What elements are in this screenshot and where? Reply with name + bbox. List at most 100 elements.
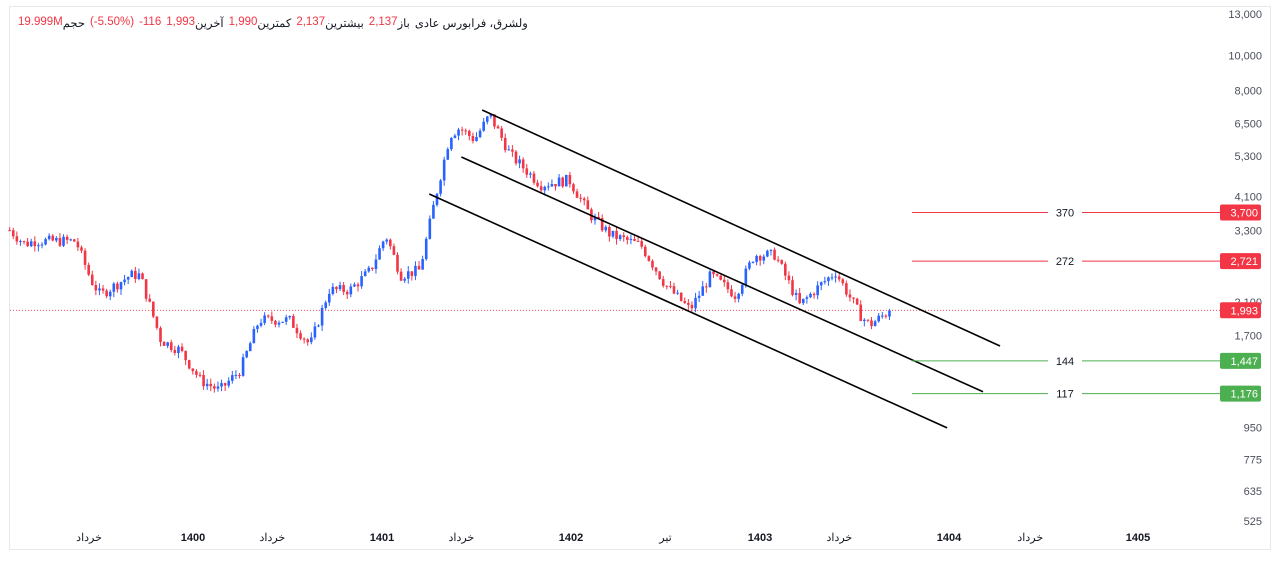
candle-body <box>715 274 719 276</box>
candle-body <box>342 285 345 292</box>
candle-body <box>643 246 647 257</box>
candle-body <box>758 256 762 261</box>
candle-body <box>216 386 220 389</box>
candle-body <box>345 291 349 295</box>
candle-body <box>134 270 137 279</box>
low-label: کمترین <box>257 18 292 30</box>
candle-body <box>399 271 403 281</box>
x-axis-tick-label: 1402 <box>559 532 583 544</box>
candle-body <box>622 235 626 238</box>
price-tag-resistance <box>1220 253 1261 270</box>
candle-body <box>780 260 784 264</box>
candle-body <box>618 235 622 240</box>
candle-body <box>888 310 891 317</box>
candle-body <box>137 273 141 279</box>
candle-body <box>29 241 33 247</box>
candle-body <box>195 371 198 375</box>
candle-body <box>855 298 859 305</box>
candle-body <box>751 261 755 263</box>
candle-body <box>582 198 586 201</box>
price-tag-label: 2,721 <box>1230 256 1258 268</box>
candle-body <box>65 236 69 240</box>
ohlc-legend: 19.999M حجم (-5.50%) -116 1,993 آخرین 1,… <box>18 16 528 30</box>
y-axis-tick-label: 5,300 <box>1234 151 1262 163</box>
high-value: 2,137 <box>296 16 326 28</box>
channel-line-lower <box>428 193 948 429</box>
candle-body <box>676 292 679 294</box>
y-axis-tick-label: 6,500 <box>1234 119 1262 131</box>
price-tag-support <box>1220 352 1261 369</box>
candle-body <box>852 297 855 299</box>
candle-body <box>69 239 73 241</box>
candle-body <box>205 383 209 387</box>
candle-body <box>600 218 604 231</box>
x-axis-tick-label: تیر <box>658 532 671 544</box>
candle-body <box>213 386 216 389</box>
candle-body <box>202 375 205 387</box>
candle-body <box>457 129 460 136</box>
candle-body <box>223 383 227 386</box>
candle-body <box>543 186 547 191</box>
candle-body <box>848 294 852 298</box>
x-axis-tick-label: خرداد <box>827 532 853 544</box>
candle-body <box>108 291 112 297</box>
candle-body <box>794 293 798 295</box>
candle-body <box>471 135 475 142</box>
candle-body <box>773 249 776 260</box>
volume-label: حجم <box>62 18 85 30</box>
candle-body <box>608 226 611 237</box>
candle-body <box>58 238 62 246</box>
x-axis-tick-label: 1405 <box>1126 532 1150 544</box>
candle-body <box>665 285 669 287</box>
candle-body <box>410 271 414 276</box>
candle-body <box>238 374 241 376</box>
candle-body <box>446 149 450 160</box>
candle-body <box>877 315 880 322</box>
candle-body <box>468 130 471 136</box>
candle-body <box>485 116 489 122</box>
change-pct: (-5.50%) <box>89 16 135 28</box>
candle-body <box>169 342 173 350</box>
x-axis-tick-label: خرداد <box>76 532 102 544</box>
candle-body <box>669 286 672 288</box>
candle-body <box>378 248 381 260</box>
y-axis-tick-label: 3,300 <box>1234 226 1262 238</box>
last-price-tag-label: 1,993 <box>1230 305 1258 317</box>
candle-body <box>191 368 195 372</box>
candle-body <box>837 276 841 280</box>
candle-body <box>863 319 866 322</box>
candle-body <box>730 289 733 297</box>
candle-body <box>687 302 690 305</box>
candle-body <box>306 339 310 343</box>
candle-body <box>26 241 29 247</box>
candle-body <box>482 121 485 131</box>
candle-body <box>112 283 116 292</box>
candle-body <box>11 230 15 237</box>
candle-body <box>661 279 665 286</box>
change-value: -116 <box>139 16 162 28</box>
candle-body <box>809 293 812 298</box>
candle-body <box>460 129 464 131</box>
candle-body <box>740 284 744 294</box>
candle-body <box>493 114 496 127</box>
candle-body <box>841 279 845 284</box>
x-axis-tick-label: 1403 <box>748 532 772 544</box>
candle-body <box>15 236 19 242</box>
candle-body <box>658 271 661 280</box>
candle-body <box>406 271 410 279</box>
candle-body <box>248 343 252 352</box>
candle-body <box>231 375 234 381</box>
level-label: 370 <box>1056 208 1074 220</box>
x-axis-tick-label: خرداد <box>260 532 286 544</box>
candle-body <box>801 298 805 304</box>
candle-body <box>424 238 428 260</box>
x-axis-tick-label: 1401 <box>370 532 394 544</box>
candle-body <box>672 286 676 294</box>
candle-body <box>884 315 888 317</box>
candle-body <box>40 244 44 246</box>
candle-body <box>805 297 809 299</box>
candle-body <box>787 275 791 281</box>
candle-body <box>712 271 715 275</box>
candle-body <box>162 341 166 346</box>
